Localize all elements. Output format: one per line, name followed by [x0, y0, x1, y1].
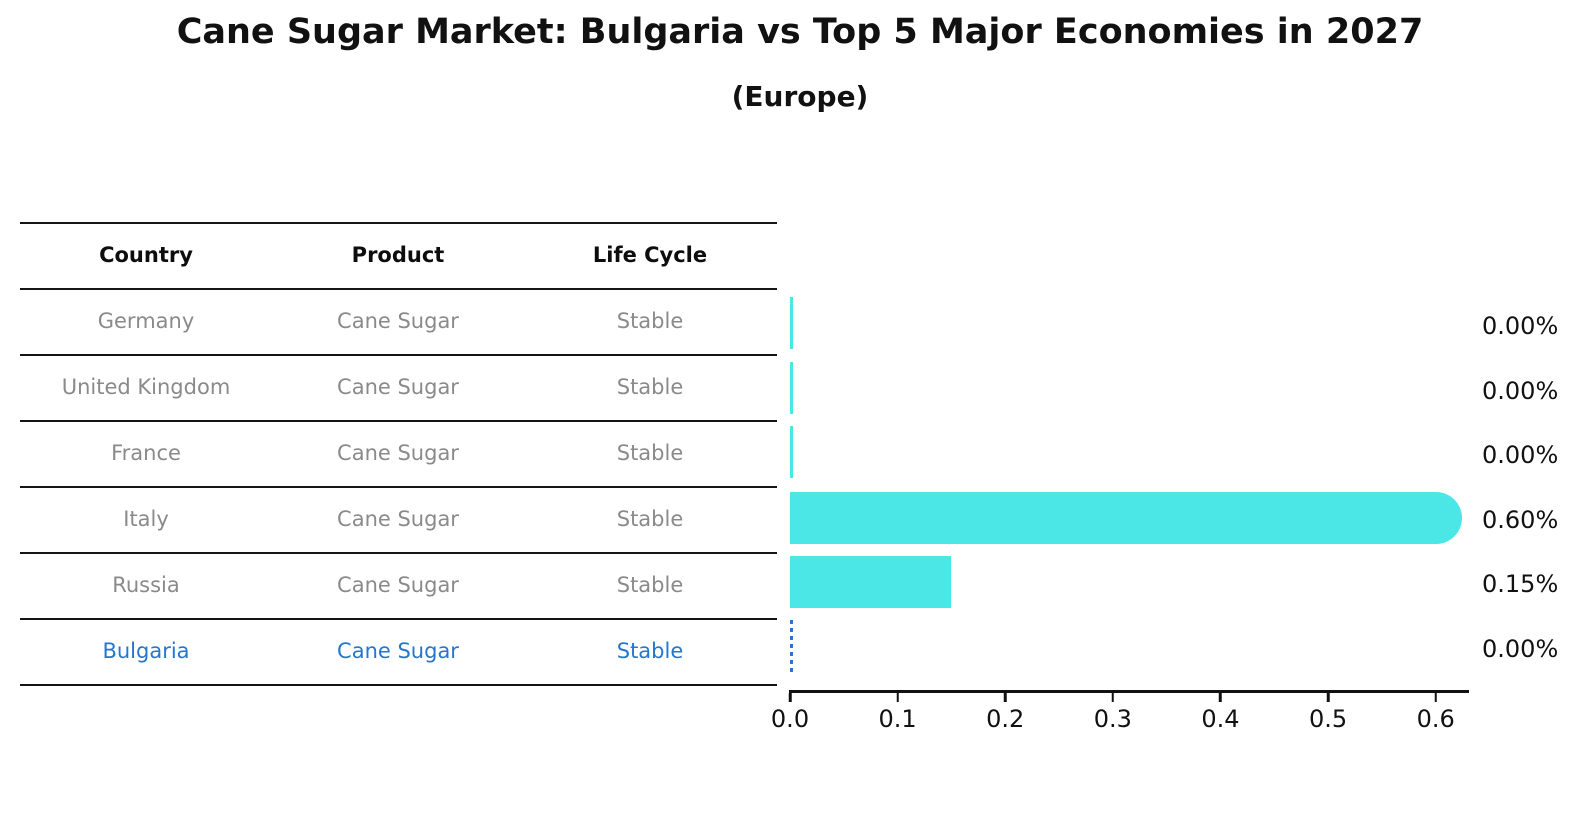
table-border-bottom — [20, 684, 777, 686]
cell-product-highlighted: Cane Sugar — [337, 639, 459, 663]
row-separator — [20, 618, 777, 620]
row-separator — [20, 288, 777, 290]
row-separator — [20, 486, 777, 488]
x-axis-tick — [1111, 693, 1115, 702]
row-separator — [20, 354, 777, 356]
x-axis-tick-label: 0.4 — [1201, 705, 1240, 733]
column-header-life-cycle: Life Cycle — [592, 243, 708, 267]
cell-country: Russia — [112, 573, 180, 597]
x-axis-tick-label: 0.2 — [986, 705, 1025, 733]
cell-country: Germany — [97, 309, 195, 333]
value-label: 0.00% — [1482, 377, 1559, 405]
chart-subtitle: (Europe) — [731, 80, 869, 113]
x-axis-line — [789, 690, 1469, 693]
cell-product: Cane Sugar — [337, 507, 459, 531]
cell-life-cycle: Stable — [616, 507, 684, 531]
cell-product: Cane Sugar — [337, 573, 459, 597]
bar-russia — [790, 556, 952, 608]
bar-bulgaria — [790, 620, 793, 672]
x-axis-tick — [1326, 693, 1330, 702]
x-axis-tick — [788, 693, 792, 702]
value-label: 0.60% — [1482, 506, 1559, 534]
cell-life-cycle: Stable — [616, 441, 684, 465]
cell-country: Italy — [123, 507, 169, 531]
cell-country-highlighted: Bulgaria — [102, 639, 190, 663]
column-header-country: Country — [99, 243, 193, 267]
cell-country: United Kingdom — [61, 375, 231, 399]
x-axis-tick-label: 0.0 — [770, 705, 810, 733]
x-axis-tick — [1219, 693, 1222, 702]
bar-italy — [790, 492, 1462, 544]
x-axis-tick-label: 0.6 — [1416, 705, 1455, 733]
x-axis-tick — [1003, 693, 1007, 702]
bar-germany — [790, 297, 793, 349]
x-axis-tick-label: 0.3 — [1093, 705, 1132, 733]
row-separator — [20, 420, 777, 422]
bar-united-kingdom — [790, 362, 793, 414]
x-axis-tick-label: 0.1 — [878, 705, 917, 733]
cell-product: Cane Sugar — [337, 309, 459, 333]
bar-france — [790, 426, 793, 478]
x-axis-tick-label: 0.5 — [1309, 705, 1348, 733]
cell-product: Cane Sugar — [337, 441, 459, 465]
cell-country: France — [111, 441, 181, 465]
column-header-product: Product — [351, 243, 445, 267]
value-label: 0.00% — [1482, 441, 1559, 469]
cell-product: Cane Sugar — [337, 375, 459, 399]
cell-life-cycle: Stable — [616, 573, 684, 597]
value-label: 0.15% — [1482, 570, 1559, 598]
x-axis-tick — [896, 693, 899, 702]
table-border-top — [20, 222, 777, 224]
cell-life-cycle: Stable — [616, 375, 684, 399]
row-separator — [20, 552, 777, 554]
cell-life-cycle-highlighted: Stable — [616, 639, 684, 663]
chart-title: Cane Sugar Market: Bulgaria vs Top 5 Maj… — [176, 12, 1424, 52]
value-label: 0.00% — [1482, 312, 1559, 340]
value-label: 0.00% — [1482, 635, 1559, 663]
cell-life-cycle: Stable — [616, 309, 684, 333]
x-axis-tick — [1434, 693, 1437, 702]
